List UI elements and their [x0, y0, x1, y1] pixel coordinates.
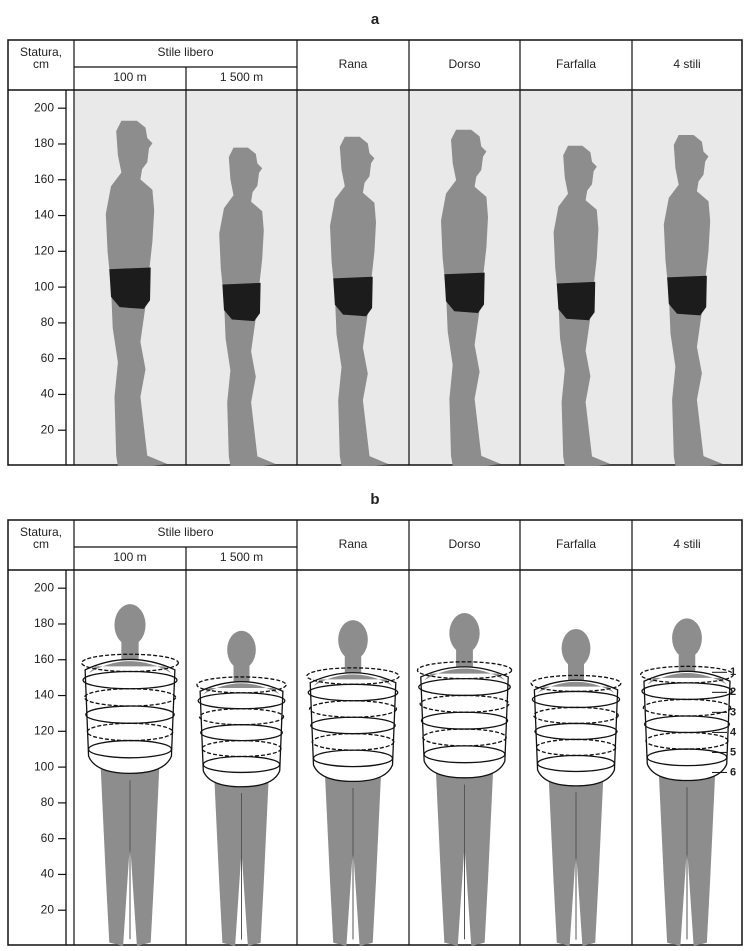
- y-tick-label: 60: [41, 351, 55, 365]
- axis-title: cm: [33, 57, 49, 71]
- figure: aStatura,cmStile libero100 m1 500 mRanaD…: [0, 0, 750, 951]
- y-tick-label: 40: [41, 867, 55, 881]
- y-tick-label: 60: [41, 831, 55, 845]
- marker-label: 5: [730, 746, 736, 758]
- panel-label: b: [370, 491, 379, 508]
- y-tick-label: 20: [41, 422, 55, 436]
- marker-label: 6: [730, 766, 736, 778]
- column-header: 1 500 m: [220, 550, 263, 564]
- y-tick-label: 180: [34, 616, 54, 630]
- marker-label: 2: [730, 686, 736, 698]
- torso: [85, 659, 175, 773]
- y-tick-label: 20: [41, 902, 55, 916]
- y-tick-label: 100: [34, 279, 54, 293]
- marker-label: 3: [730, 706, 736, 718]
- panel-label: a: [371, 11, 380, 28]
- y-tick-label: 180: [34, 136, 54, 150]
- y-tick-label: 200: [34, 580, 54, 594]
- head: [449, 613, 479, 653]
- column-header: Farfalla: [556, 537, 596, 551]
- y-tick-label: 40: [41, 387, 55, 401]
- y-tick-label: 140: [34, 208, 54, 222]
- torso: [310, 673, 396, 782]
- column-header: 4 stili: [673, 537, 700, 551]
- group-title: Stile libero: [157, 45, 213, 59]
- y-tick-label: 140: [34, 688, 54, 702]
- column-header: Dorso: [448, 537, 480, 551]
- column-header: 100 m: [113, 70, 146, 84]
- column-header: Farfalla: [556, 57, 596, 71]
- y-tick-label: 100: [34, 759, 54, 773]
- column-header: Rana: [339, 537, 368, 551]
- marker-label: 1: [730, 666, 736, 678]
- column-header: 1 500 m: [220, 70, 263, 84]
- column-header: 100 m: [113, 550, 146, 564]
- head: [562, 629, 591, 667]
- y-tick-label: 80: [41, 795, 55, 809]
- torso: [534, 680, 617, 786]
- axis-title: cm: [33, 537, 49, 551]
- marker-label: 4: [730, 726, 737, 738]
- y-tick-label: 200: [34, 100, 54, 114]
- head: [114, 604, 145, 645]
- head: [672, 618, 702, 658]
- y-tick-label: 120: [34, 723, 54, 737]
- torso: [644, 671, 730, 780]
- y-tick-label: 120: [34, 243, 54, 257]
- head: [338, 620, 368, 660]
- head: [227, 631, 256, 669]
- y-tick-label: 160: [34, 652, 54, 666]
- y-tick-label: 160: [34, 172, 54, 186]
- y-tick-label: 80: [41, 315, 55, 329]
- column-header: Rana: [339, 57, 368, 71]
- torso: [200, 682, 283, 787]
- group-title: Stile libero: [157, 525, 213, 539]
- column-header: Dorso: [448, 57, 480, 71]
- torso: [421, 667, 508, 778]
- column-header: 4 stili: [673, 57, 700, 71]
